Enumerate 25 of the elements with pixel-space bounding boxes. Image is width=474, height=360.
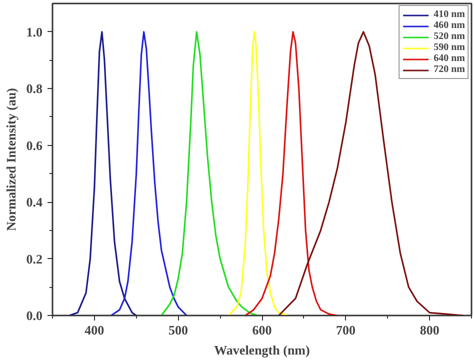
legend-label: 590 nm bbox=[434, 42, 465, 53]
line-series bbox=[68, 31, 138, 316]
line-series bbox=[228, 31, 288, 316]
x-tick-label: 700 bbox=[336, 322, 356, 338]
x-tick-label: 400 bbox=[84, 322, 104, 338]
line-series bbox=[160, 31, 259, 316]
y-tick-label: 0.8 bbox=[26, 81, 43, 96]
y-tick-label: 1.0 bbox=[26, 24, 42, 40]
legend-label: 640 nm bbox=[434, 53, 465, 64]
legend-label: 520 nm bbox=[434, 31, 465, 42]
y-tick-label: 0.0 bbox=[26, 308, 42, 323]
y-axis-title: Normalized Intensity (au) bbox=[3, 88, 18, 231]
line-series bbox=[244, 31, 338, 316]
legend-label: 410 nm bbox=[434, 9, 465, 20]
legend-label: 460 nm bbox=[434, 20, 465, 31]
y-tick-label: 0.4 bbox=[26, 194, 43, 210]
legend-label: 720 nm bbox=[434, 64, 465, 75]
x-axis-title: Wavelength (nm) bbox=[214, 342, 310, 358]
x-tick-label: 500 bbox=[168, 322, 188, 338]
x-tick-label: 600 bbox=[252, 322, 272, 338]
y-tick-label: 0.2 bbox=[26, 251, 42, 266]
y-tick-label: 0.6 bbox=[26, 138, 43, 153]
line-series bbox=[110, 31, 188, 316]
line-series bbox=[278, 31, 464, 316]
x-tick-label: 800 bbox=[420, 322, 440, 338]
